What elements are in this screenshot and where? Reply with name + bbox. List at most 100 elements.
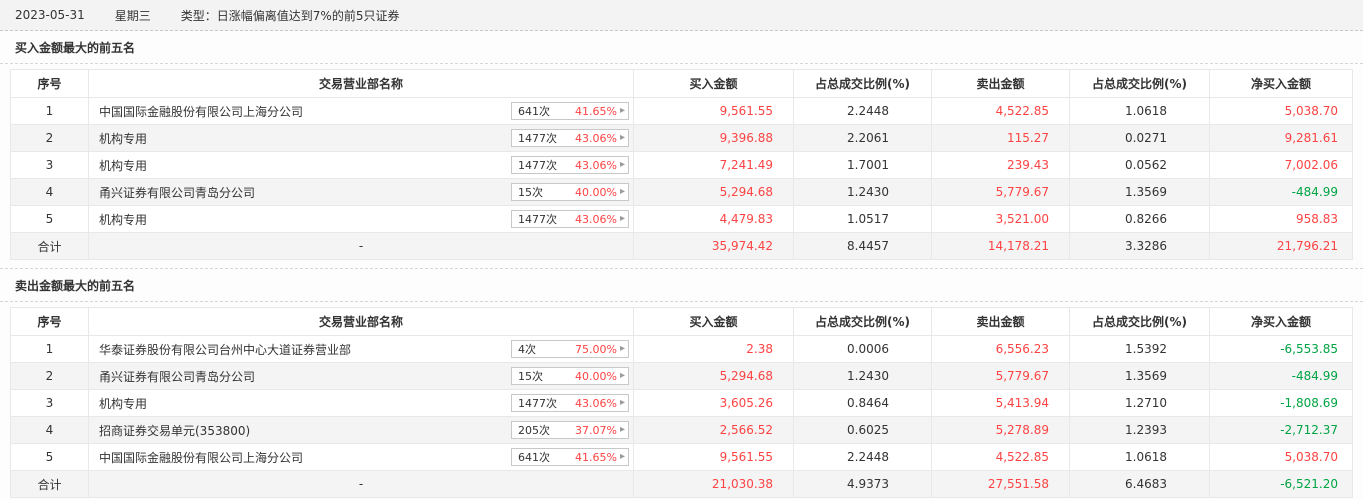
badge-rate: 40.00% bbox=[575, 369, 617, 383]
section-title-buy-top5: 买入金额最大的前五名 bbox=[0, 31, 1363, 64]
badge-count: 1477次 bbox=[518, 397, 557, 410]
badge-count: 641次 bbox=[518, 105, 550, 118]
buy-amount: 5,294.68 bbox=[633, 178, 794, 206]
trade-count-badge[interactable]: 15次 40.00% ▸ bbox=[511, 367, 629, 385]
badge-rate: 41.65% bbox=[575, 104, 617, 118]
trade-count-badge[interactable]: 205次 37.07% ▸ bbox=[511, 421, 629, 439]
rank: 3 bbox=[10, 151, 89, 179]
sell-amount: 5,779.67 bbox=[931, 362, 1070, 390]
buy-amount: 2.38 bbox=[633, 335, 794, 363]
badge-count: 4次 bbox=[518, 343, 536, 356]
sell-amount: 115.27 bbox=[931, 124, 1070, 152]
weekday-label: 星期三 bbox=[114, 8, 151, 23]
buy-amount: 5,294.68 bbox=[633, 362, 794, 390]
col-header-net: 净买入金额 bbox=[1209, 307, 1353, 336]
col-header-sell-ratio: 占总成交比例(%) bbox=[1069, 307, 1210, 336]
sell-amount: 5,278.89 bbox=[931, 416, 1070, 444]
buy-ratio: 1.0517 bbox=[793, 205, 932, 233]
buy-ratio: 0.0006 bbox=[793, 335, 932, 363]
sell-top5-table-wrap: 序号 交易营业部名称 买入金额 占总成交比例(%) 卖出金额 占总成交比例(%)… bbox=[0, 302, 1363, 500]
buy-ratio: 2.2448 bbox=[793, 443, 932, 471]
total-sell-ratio: 3.3286 bbox=[1069, 232, 1210, 260]
branch-name: 甬兴证券有限公司青岛分公司 bbox=[99, 369, 256, 384]
sell-amount: 5,413.94 bbox=[931, 389, 1070, 417]
buy-amount: 2,566.52 bbox=[633, 416, 794, 444]
rank: 3 bbox=[10, 389, 89, 417]
sell-ratio: 0.0562 bbox=[1069, 151, 1210, 179]
table-row: 2 甬兴证券有限公司青岛分公司 15次 40.00% ▸ 5,294.68 1.… bbox=[10, 362, 1353, 390]
net-amount: -484.99 bbox=[1209, 362, 1353, 390]
sell-ratio: 1.2710 bbox=[1069, 389, 1210, 417]
buy-top5-table: 序号 交易营业部名称 买入金额 占总成交比例(%) 卖出金额 占总成交比例(%)… bbox=[10, 69, 1353, 260]
col-header-sell: 卖出金额 bbox=[931, 307, 1070, 336]
buy-amount: 7,241.49 bbox=[633, 151, 794, 179]
badge-rate: 43.06% bbox=[575, 212, 617, 226]
buy-ratio: 0.8464 bbox=[793, 389, 932, 417]
total-net-amount: 21,796.21 bbox=[1209, 232, 1353, 260]
buy-top5-table-wrap: 序号 交易营业部名称 买入金额 占总成交比例(%) 卖出金额 占总成交比例(%)… bbox=[0, 64, 1363, 268]
buy-amount: 9,561.55 bbox=[633, 443, 794, 471]
type-text: 类型：日涨幅偏离值达到7%的前5只证券 bbox=[181, 7, 400, 24]
col-header-buy-ratio: 占总成交比例(%) bbox=[793, 307, 932, 336]
table-row: 5 中国国际金融股份有限公司上海分公司 641次 41.65% ▸ 9,561.… bbox=[10, 443, 1353, 471]
branch-name: 甬兴证券有限公司青岛分公司 bbox=[99, 185, 256, 200]
branch-name: 机构专用 bbox=[99, 158, 148, 173]
section-divider bbox=[0, 268, 1363, 269]
chevron-right-icon: ▸ bbox=[619, 186, 625, 197]
net-amount: 7,002.06 bbox=[1209, 151, 1353, 179]
trade-count-badge[interactable]: 1477次 43.06% ▸ bbox=[511, 210, 629, 228]
sell-amount: 4,522.85 bbox=[931, 443, 1070, 471]
rank: 2 bbox=[10, 124, 89, 152]
badge-rate: 40.00% bbox=[575, 185, 617, 199]
rank: 1 bbox=[10, 335, 89, 363]
col-header-sell: 卖出金额 bbox=[931, 69, 1070, 98]
total-branch-placeholder: - bbox=[88, 232, 634, 260]
chevron-right-icon: ▸ bbox=[619, 213, 625, 224]
topbar: 2023-05-31 星期三 类型：日涨幅偏离值达到7%的前5只证券 bbox=[0, 0, 1363, 31]
trade-count-badge[interactable]: 641次 41.65% ▸ bbox=[511, 102, 629, 120]
buy-amount: 4,479.83 bbox=[633, 205, 794, 233]
badge-count: 1477次 bbox=[518, 159, 557, 172]
sell-amount: 5,779.67 bbox=[931, 178, 1070, 206]
date-label: 2023-05-31 bbox=[15, 8, 85, 22]
col-header-net: 净买入金额 bbox=[1209, 69, 1353, 98]
sell-ratio: 1.5392 bbox=[1069, 335, 1210, 363]
sell-ratio: 0.8266 bbox=[1069, 205, 1210, 233]
trade-count-badge[interactable]: 4次 75.00% ▸ bbox=[511, 340, 629, 358]
total-sell-amount: 27,551.58 bbox=[931, 470, 1070, 498]
trade-count-badge[interactable]: 641次 41.65% ▸ bbox=[511, 448, 629, 466]
col-header-branch: 交易营业部名称 bbox=[88, 69, 634, 98]
total-buy-ratio: 4.9373 bbox=[793, 470, 932, 498]
trade-count-badge[interactable]: 1477次 43.06% ▸ bbox=[511, 394, 629, 412]
trade-count-badge[interactable]: 15次 40.00% ▸ bbox=[511, 183, 629, 201]
buy-ratio: 2.2448 bbox=[793, 97, 932, 125]
sell-amount: 6,556.23 bbox=[931, 335, 1070, 363]
rank: 5 bbox=[10, 443, 89, 471]
sell-ratio: 1.3569 bbox=[1069, 178, 1210, 206]
net-amount: -6,553.85 bbox=[1209, 335, 1353, 363]
trade-count-badge[interactable]: 1477次 43.06% ▸ bbox=[511, 156, 629, 174]
sell-amount: 4,522.85 bbox=[931, 97, 1070, 125]
branch-name: 中国国际金融股份有限公司上海分公司 bbox=[99, 104, 304, 119]
total-branch-placeholder: - bbox=[88, 470, 634, 498]
col-header-sell-ratio: 占总成交比例(%) bbox=[1069, 69, 1210, 98]
badge-rate: 43.06% bbox=[575, 158, 617, 172]
chevron-right-icon: ▸ bbox=[619, 105, 625, 116]
table-total-row: 合计 - 21,030.38 4.9373 27,551.58 6.4683 -… bbox=[10, 470, 1353, 498]
rank: 4 bbox=[10, 178, 89, 206]
total-sell-ratio: 6.4683 bbox=[1069, 470, 1210, 498]
badge-count: 15次 bbox=[518, 370, 543, 383]
badge-count: 1477次 bbox=[518, 132, 557, 145]
rank: 4 bbox=[10, 416, 89, 444]
trade-count-badge[interactable]: 1477次 43.06% ▸ bbox=[511, 129, 629, 147]
col-header-buy: 买入金额 bbox=[633, 69, 794, 98]
chevron-right-icon: ▸ bbox=[619, 370, 625, 381]
badge-rate: 37.07% bbox=[575, 423, 617, 437]
chevron-right-icon: ▸ bbox=[619, 343, 625, 354]
branch-name: 华泰证券股份有限公司台州中心大道证券营业部 bbox=[99, 342, 352, 357]
col-header-rank: 序号 bbox=[10, 307, 89, 336]
net-amount: -1,808.69 bbox=[1209, 389, 1353, 417]
net-amount: 9,281.61 bbox=[1209, 124, 1353, 152]
badge-rate: 43.06% bbox=[575, 396, 617, 410]
col-header-buy: 买入金额 bbox=[633, 307, 794, 336]
